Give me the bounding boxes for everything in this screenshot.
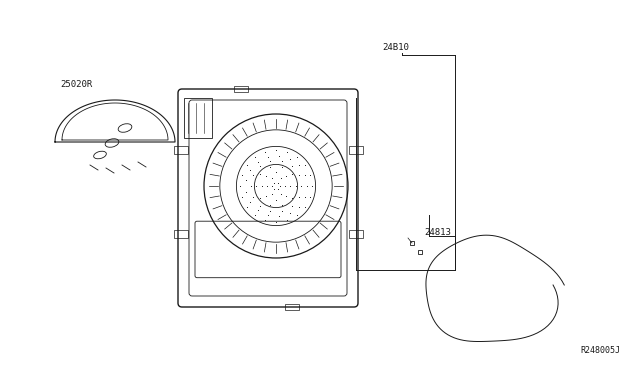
Bar <box>349 230 363 237</box>
Bar <box>174 145 188 154</box>
Text: 24813: 24813 <box>424 228 451 237</box>
Bar <box>174 230 188 237</box>
Bar <box>349 145 363 154</box>
Bar <box>184 98 212 138</box>
Text: 25020R: 25020R <box>61 80 93 89</box>
Bar <box>234 86 248 92</box>
Text: R248005J: R248005J <box>580 346 620 355</box>
Bar <box>285 304 300 310</box>
Text: 24B10: 24B10 <box>382 43 409 52</box>
